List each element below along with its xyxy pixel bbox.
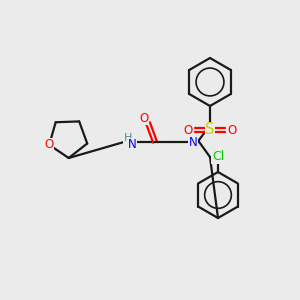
Text: S: S — [205, 122, 215, 137]
Text: Cl: Cl — [212, 151, 224, 164]
Text: N: N — [128, 139, 136, 152]
Text: H: H — [124, 133, 132, 143]
Text: O: O — [45, 138, 54, 151]
Text: O: O — [183, 124, 193, 136]
Text: O: O — [227, 124, 237, 136]
Text: N: N — [189, 136, 197, 148]
Text: O: O — [140, 112, 148, 124]
